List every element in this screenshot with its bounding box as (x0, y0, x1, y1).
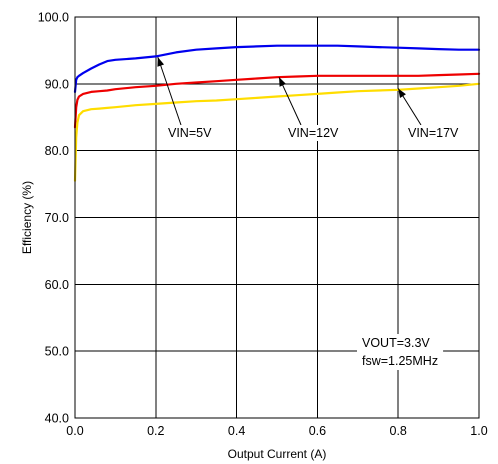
y-axis-label: Efficiency (%) (20, 181, 34, 254)
annotation-arrow-0 (158, 57, 181, 125)
tick-labels: 0.0 0.2 0.4 0.6 0.8 1.0 40.0 50.0 60.0 70.0 80.0 90… (38, 11, 488, 439)
y-tick-label-4: 80.0 (45, 144, 69, 158)
x-axis-label: Output Current (A) (228, 447, 327, 461)
y-tick-label-5: 90.0 (45, 77, 69, 91)
x-tick-label-1: 0.2 (147, 424, 164, 438)
condition-vout: VOUT=3.3V (362, 336, 430, 350)
annotations-group: VIN=5V VIN=12V VIN=17V (157, 57, 462, 141)
operating-conditions: VOUT=3.3V fsw=1.25MHz (357, 334, 443, 370)
y-tick-label-1: 50.0 (45, 345, 69, 359)
annotation-label-1: VIN=12V (288, 126, 339, 140)
x-tick-label-5: 1.0 (470, 424, 487, 438)
annotation-arrow-head-1 (279, 77, 286, 87)
series-group (75, 46, 479, 181)
series-line-vin-12v (75, 74, 479, 128)
series-line-vin-5v (75, 46, 479, 92)
y-tick-label-3: 70.0 (45, 211, 69, 225)
annotation-arrow-head-0 (157, 57, 164, 67)
x-tick-label-3: 0.6 (309, 424, 326, 438)
x-tick-label-4: 0.8 (390, 424, 407, 438)
x-tick-label-2: 0.4 (228, 424, 245, 438)
y-tick-label-0: 40.0 (45, 412, 69, 426)
x-tick-label-0: 0.0 (66, 424, 83, 438)
annotation-label-2: VIN=17V (408, 126, 459, 140)
y-tick-label-6: 100.0 (38, 11, 69, 25)
annotation-label-0: VIN=5V (168, 126, 212, 140)
condition-fsw: fsw=1.25MHz (362, 354, 438, 368)
y-tick-label-2: 60.0 (45, 278, 69, 292)
